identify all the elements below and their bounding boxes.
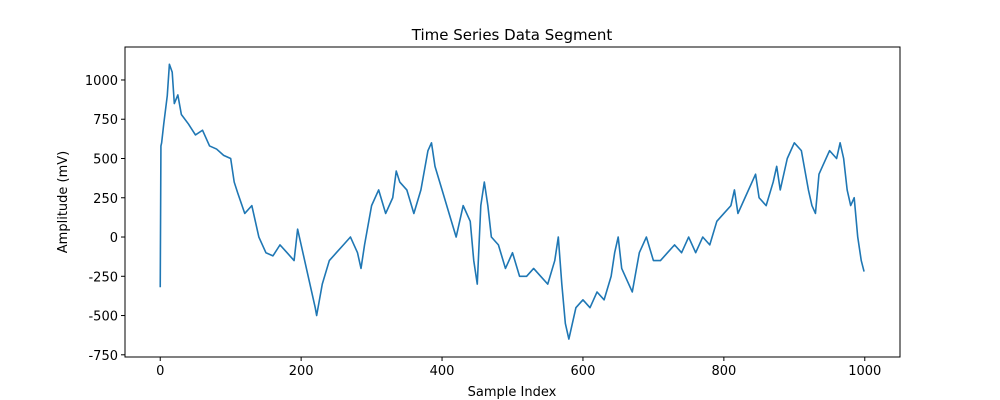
- y-tick-label: 250: [93, 192, 118, 207]
- x-tick-label: 0: [156, 364, 164, 379]
- y-tick-label: 0: [110, 231, 118, 246]
- y-tick-label: 1000: [85, 74, 118, 89]
- x-tick-label: 400: [430, 364, 455, 379]
- y-tick-label: -750: [88, 349, 118, 364]
- y-tick-label: 750: [93, 113, 118, 128]
- y-tick-label: -250: [88, 270, 118, 285]
- x-tick-label: 1000: [848, 364, 881, 379]
- x-axis-label: Sample Index: [468, 385, 557, 400]
- y-tick-label: -500: [88, 310, 118, 325]
- x-tick-label: 800: [711, 364, 736, 379]
- y-tick-label: 500: [93, 152, 118, 167]
- x-tick-label: 200: [289, 364, 314, 379]
- y-axis-label: Amplitude (mV): [56, 151, 71, 253]
- x-tick-label: 600: [571, 364, 596, 379]
- chart-title: Time Series Data Segment: [411, 26, 613, 44]
- plot-frame: [124, 46, 901, 358]
- data-line: [159, 63, 865, 340]
